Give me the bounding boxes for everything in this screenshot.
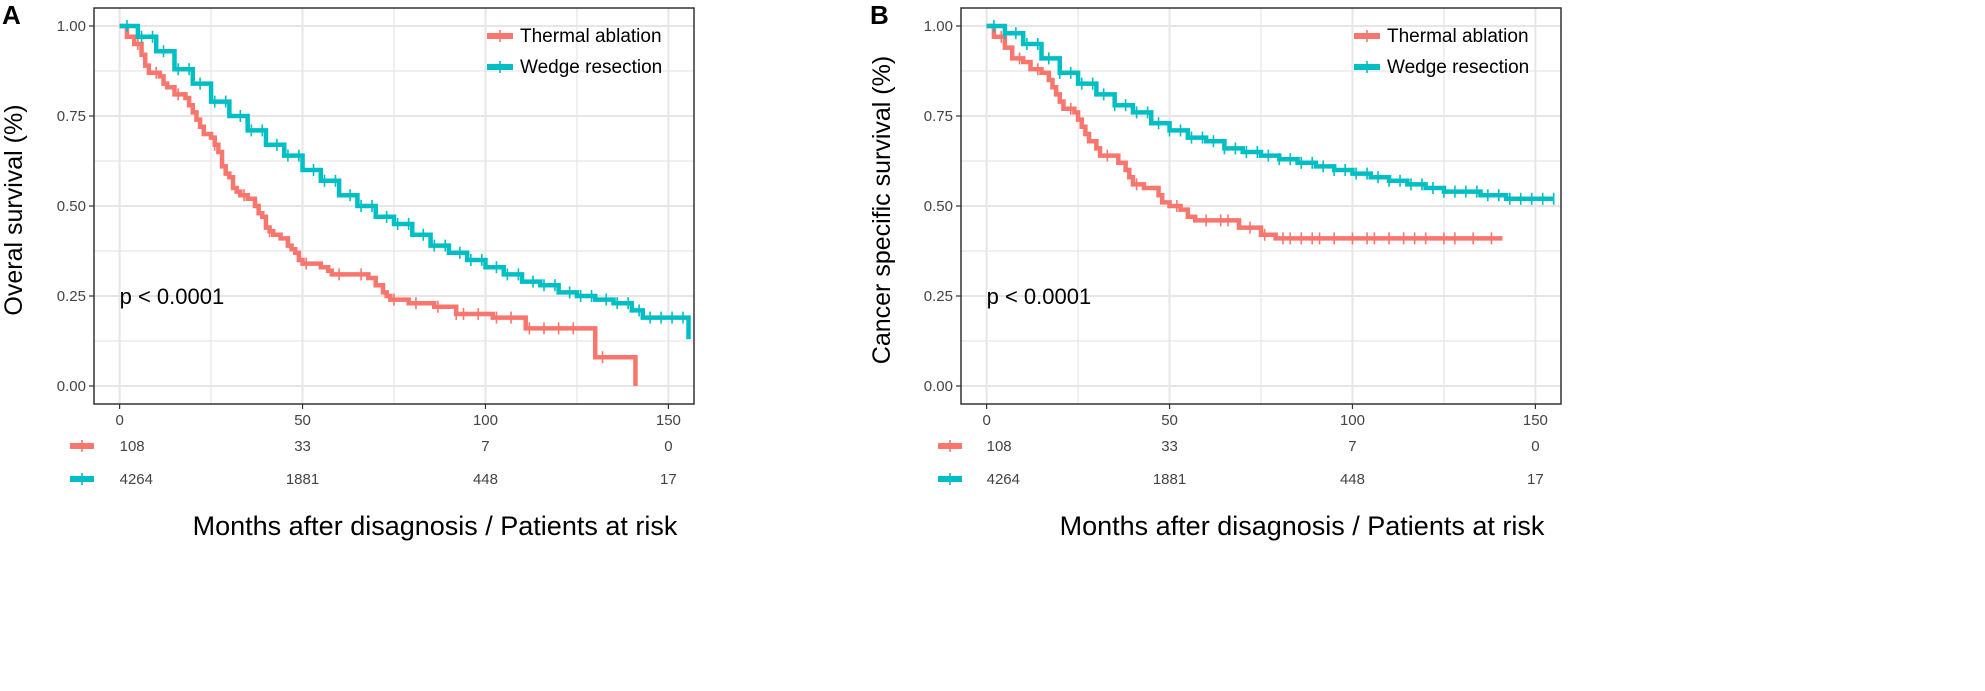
y-tick-label: 0.00 — [57, 378, 86, 395]
legend-item: Wedge resection — [1354, 57, 1529, 78]
legend-label: Thermal ablation — [520, 26, 662, 47]
y-tick-label: 0.75 — [57, 108, 86, 125]
y-tick-label: 0.50 — [57, 198, 86, 215]
p-value-annotation: p < 0.0001 — [120, 284, 225, 309]
series-wedge-resection — [986, 20, 1555, 205]
risk-count: 448 — [473, 471, 498, 488]
risk-count: 108 — [987, 438, 1012, 455]
p-value-annotation: p < 0.0001 — [987, 284, 1092, 309]
panel-label: B — [870, 0, 889, 30]
risk-row: 108 33 7 0 — [70, 438, 673, 455]
risk-count: 17 — [1527, 471, 1544, 488]
y-tick-label: 0.25 — [924, 288, 953, 305]
risk-count: 33 — [294, 438, 311, 455]
risk-row: 4264 1881 448 17 — [938, 471, 1544, 488]
series-thermal-ablation — [119, 23, 638, 386]
risk-count: 108 — [120, 438, 145, 455]
panel-label: A — [2, 0, 21, 30]
risk-row: 108 33 7 0 — [938, 438, 1540, 455]
risk-count: 1881 — [1153, 471, 1186, 488]
risk-count: 448 — [1340, 471, 1365, 488]
x-axis-title: Months after disagnosis / Patients at ri… — [193, 511, 678, 541]
x-tick-label: 0 — [982, 412, 990, 429]
survival-curve — [986, 23, 1503, 241]
series-thermal-ablation — [986, 23, 1503, 245]
risk-count: 0 — [1531, 438, 1539, 455]
x-tick-label: 100 — [473, 412, 498, 429]
series-wedge-resection — [119, 20, 691, 340]
y-tick-label: 1.00 — [57, 18, 86, 35]
y-tick-label: 1.00 — [924, 18, 953, 35]
risk-count: 0 — [664, 438, 672, 455]
x-tick-label: 50 — [1161, 412, 1178, 429]
panel-b: 0.00 0.25 0.50 0.75 1.00 0 50 100 150 B Cancer spe… — [868, 0, 1562, 541]
x-tick-label: 150 — [656, 412, 681, 429]
risk-count: 17 — [660, 471, 677, 488]
survival-curve — [119, 23, 638, 386]
y-tick-label: 0.00 — [924, 378, 953, 395]
risk-count: 4264 — [120, 471, 153, 488]
y-tick-label: 0.25 — [57, 288, 86, 305]
risk-count: 4264 — [987, 471, 1020, 488]
legend-label: Wedge resection — [520, 57, 662, 78]
survival-curve — [986, 23, 1554, 202]
legend-item: Thermal ablation — [487, 26, 662, 47]
legend-label: Wedge resection — [1387, 57, 1529, 78]
legend-item: Thermal ablation — [1354, 26, 1529, 47]
legend-label: Thermal ablation — [1387, 26, 1529, 47]
survival-curve — [119, 23, 691, 340]
y-axis-title: Cancer specific survival (%) — [868, 56, 896, 364]
x-tick-label: 0 — [115, 412, 123, 429]
risk-row: 4264 1881 448 17 — [70, 471, 677, 488]
x-tick-label: 50 — [294, 412, 311, 429]
risk-count: 7 — [1348, 438, 1356, 455]
risk-count: 33 — [1161, 438, 1178, 455]
y-axis-title: Overal survival (%) — [0, 104, 28, 315]
y-tick-label: 0.50 — [924, 198, 953, 215]
panel-a: 0.00 0.25 0.50 0.75 1.00 0 50 100 150 A Overal sur… — [0, 0, 695, 541]
x-tick-label: 100 — [1340, 412, 1365, 429]
legend-item: Wedge resection — [487, 57, 662, 78]
risk-count: 7 — [481, 438, 489, 455]
y-tick-label: 0.75 — [924, 108, 953, 125]
x-axis-title: Months after disagnosis / Patients at ri… — [1060, 511, 1545, 541]
risk-count: 1881 — [286, 471, 319, 488]
x-tick-label: 150 — [1523, 412, 1548, 429]
